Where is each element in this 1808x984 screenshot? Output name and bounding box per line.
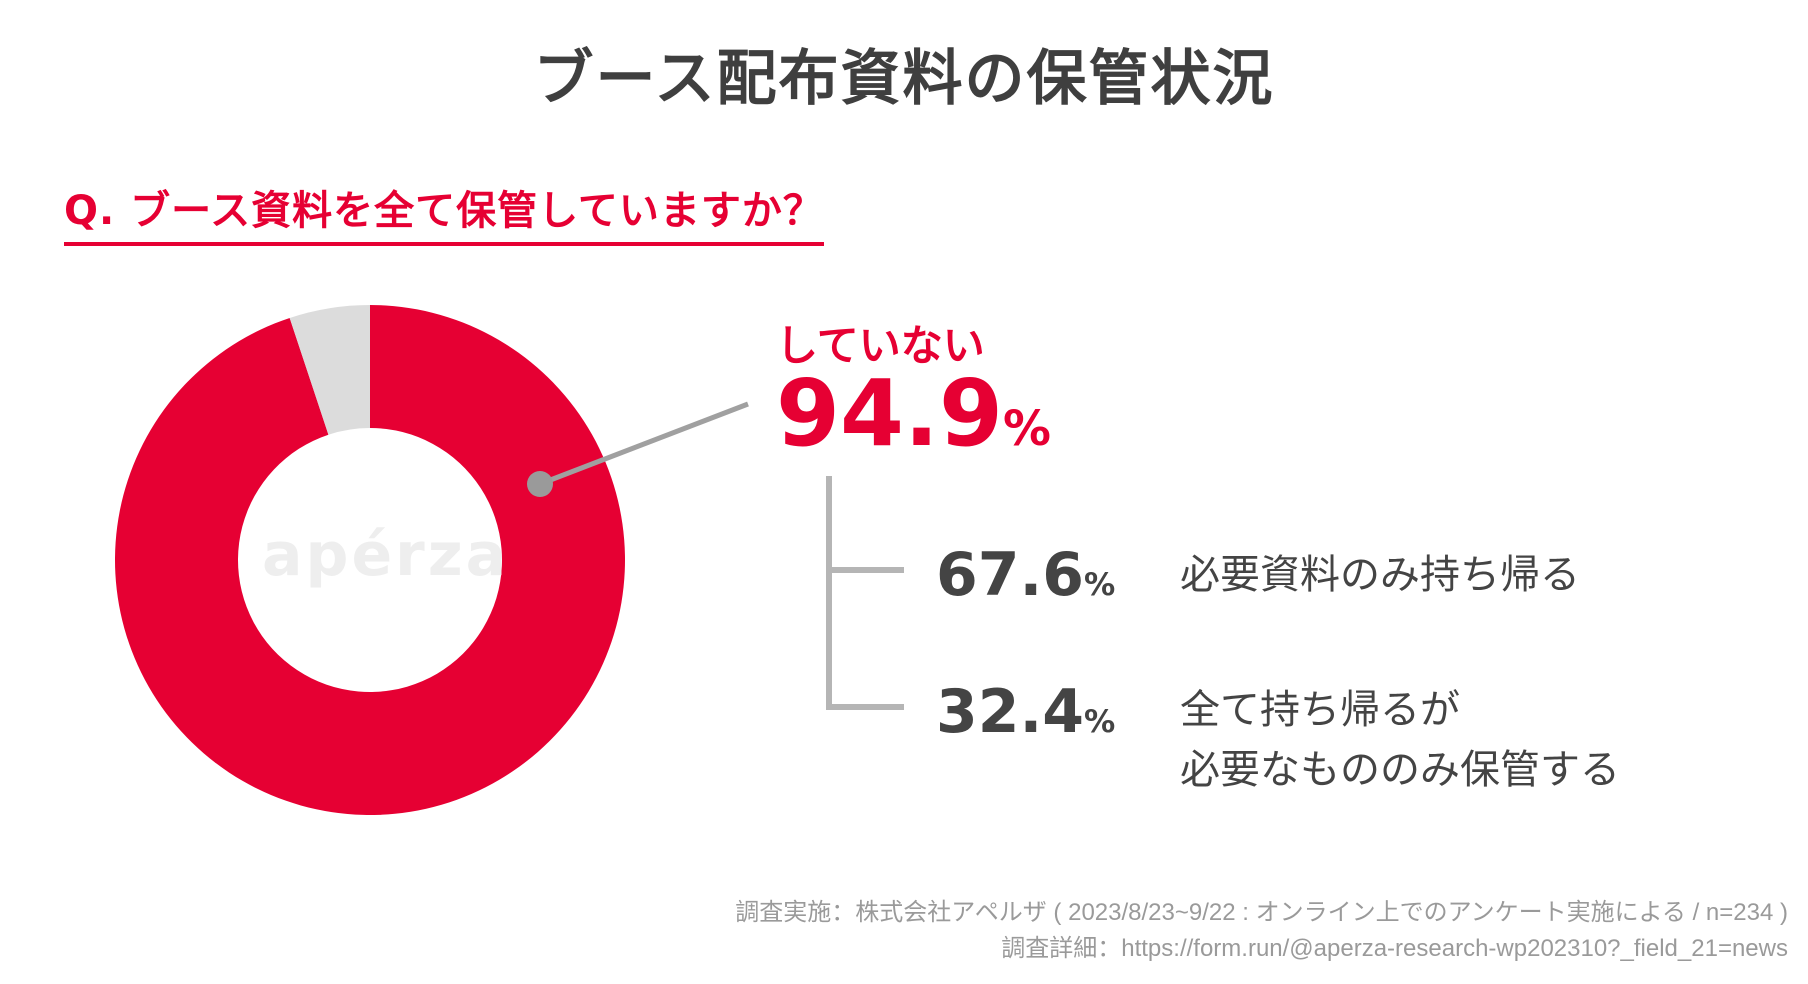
bracket-branch-2 — [826, 704, 904, 710]
main-callout-number: 94.9 — [776, 360, 1003, 467]
main-callout-unit: % — [1003, 402, 1051, 457]
breakdown-label-1: 必要資料のみ持ち帰る — [1180, 552, 1580, 598]
donut-slice-2 — [289, 305, 370, 435]
breakdown-label-2: 全て持ち帰るが 必要なもののみ保管する — [1180, 687, 1620, 793]
watermark-logo: apérza — [262, 520, 510, 590]
breakdown-number-1: 67.6 — [936, 540, 1085, 610]
leader-line — [539, 401, 749, 487]
leader-dot — [527, 471, 553, 497]
survey-note: 調査実施：株式会社アペルザ ( 2023/8/23~9/22 : オンライン上で… — [735, 899, 1788, 926]
bracket-branch-1 — [826, 567, 904, 573]
breakdown-unit-2: % — [1084, 704, 1116, 740]
breakdown-value-2: 32.4% — [936, 682, 1115, 742]
donut-slice-1 — [114, 305, 626, 816]
main-callout-label: していない — [776, 321, 985, 370]
question-heading: Q. ブース資料を全て保管していますか？ — [64, 178, 824, 246]
breakdown-value-1: 67.6% — [936, 545, 1115, 605]
survey-details-link[interactable]: 調査詳細：https://form.run/@aperza-research-w… — [1001, 935, 1788, 962]
main-callout-value: 94.9% — [776, 368, 1051, 460]
chart-title: ブース配布資料の保管状況 — [533, 44, 1275, 114]
breakdown-unit-1: % — [1084, 567, 1116, 603]
breakdown-number-2: 32.4 — [936, 677, 1085, 747]
bracket-vertical — [826, 476, 832, 710]
